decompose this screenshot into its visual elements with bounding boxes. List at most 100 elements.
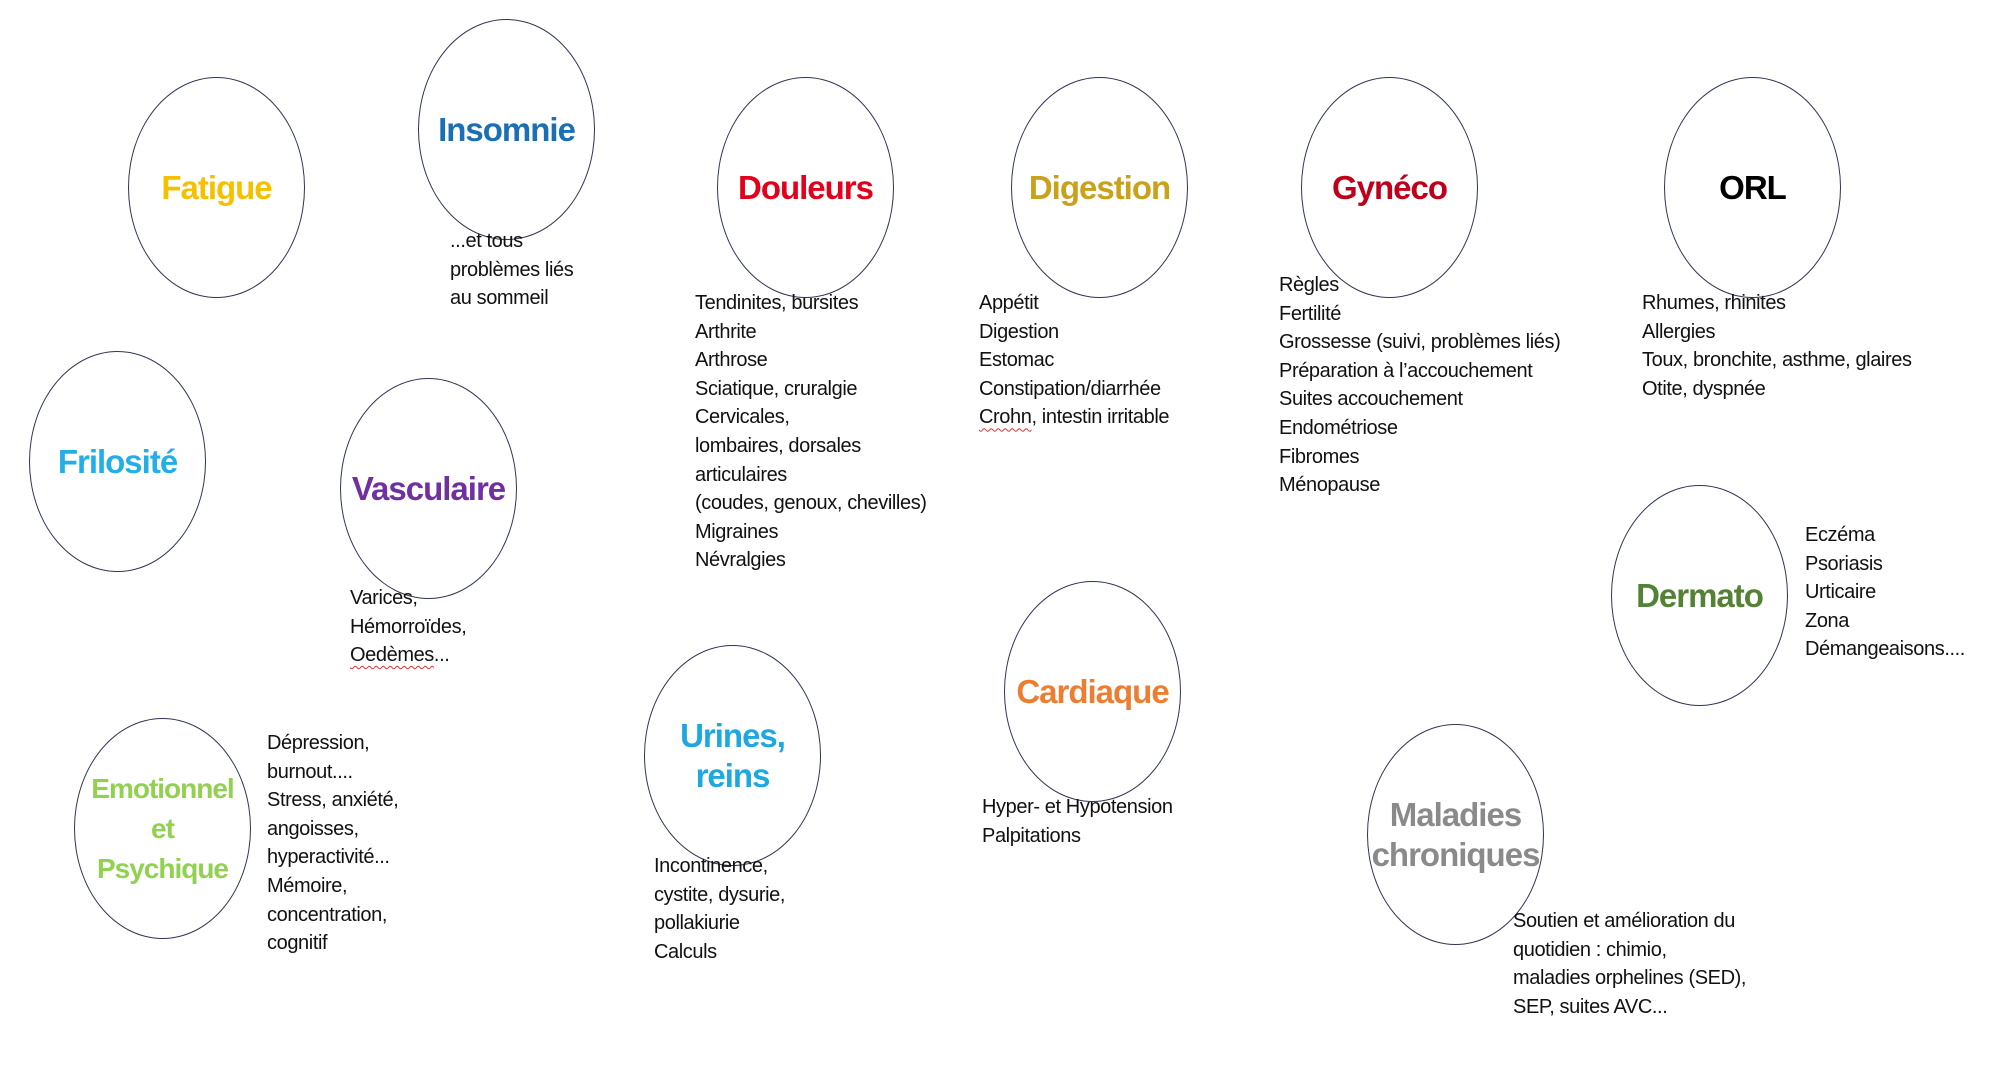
topic-title-line: Cardiaque [1016,672,1169,710]
description-line: Hémorroïdes, [350,615,467,638]
topic-title-gyneco: Gynéco [1331,168,1448,208]
description-line: maladies orphelines (SED), [1513,967,1747,990]
description-line: Appétit [979,292,1039,314]
description-line: burnout.... [267,760,353,783]
description-line: Dépression, [267,732,370,754]
description-line: articulaires [695,463,787,486]
topic-title-insomnie: Insomnie [438,110,576,150]
topic-title-digestion: Digestion [1029,168,1171,208]
topic-ellipse-orl: ORL [1664,77,1841,298]
topic-title-line: Douleurs [737,168,874,206]
topic-title-line: Frilosité [57,442,178,480]
topic-description-digestion: Appétit Digestion Estomac Constipation/diar… [979,289,1170,432]
topic-ellipse-maladies: Maladies chroniques [1367,724,1544,945]
description-line: Palpitations [982,824,1081,847]
topic-title-line: Psychique [96,852,229,884]
description-line: Arthrite [695,320,757,343]
description-line: Varices, [350,587,418,609]
description-line: Stress, anxiété, [267,789,399,812]
description-line: Préparation à l’accouchement [1279,359,1533,382]
topic-description-emotionnel: Dépression, burnout.... Stress, anxiété, an… [267,729,399,958]
description-line: Fibromes [1279,445,1360,468]
description-line: Démangeaisons.... [1805,638,1965,661]
description-line: Urticaire [1805,581,1876,604]
topic-title-cardiaque: Cardiaque [1016,672,1169,712]
topic-title-line: reins [695,756,771,794]
description-line: Psoriasis [1805,552,1883,575]
description-line: au sommeil [450,287,549,310]
topic-ellipse-vasculaire: Vasculaire [340,378,517,599]
topic-description-cardiaque: Hyper- et Hypotension Palpitations [982,793,1173,850]
description-line: Sciatique, cruralgie [695,377,858,400]
description-line: Rhumes, rhinites [1642,292,1786,314]
description-line: Tendinites, bursites [695,292,859,314]
topic-title-line: Vasculaire [351,469,506,507]
description-line: quotidien : chimio, [1513,938,1667,961]
topic-title-line: Gynéco [1331,168,1448,206]
topic-ellipse-douleurs: Douleurs [717,77,894,298]
topic-title-line: Maladies [1389,795,1522,833]
description-line: Cervicales, [695,406,790,429]
topic-title-douleurs: Douleurs [737,168,874,208]
topic-ellipse-urines: Urines, reins [644,645,821,866]
description-line: Migraines [695,520,779,543]
description-line: Allergies [1642,320,1716,343]
topic-ellipse-emotionnel: Emotionnel et Psychique [74,718,251,939]
topic-ellipse-digestion: Digestion [1011,77,1188,298]
topic-description-douleurs: Tendinites, bursites Arthrite Arthrose Scia… [695,289,927,575]
topic-description-urines: Incontinence, cystite, dysurie, pollakiuri… [654,852,785,966]
topic-ellipse-dermato: Dermato [1611,485,1788,706]
topic-ellipse-cardiaque: Cardiaque [1004,581,1181,802]
description-line: SEP, suites AVC... [1513,995,1668,1018]
topic-title-frilosite: Frilosité [57,442,178,482]
description-line: angoisses, [267,817,359,840]
topic-ellipse-fatigue: Fatigue [128,77,305,298]
description-line: Règles [1279,274,1339,296]
description-line: pollakiurie [654,912,740,935]
topic-title-dermato: Dermato [1636,576,1764,616]
topic-title-line: et [151,812,175,844]
description-line: Oedèmes... [350,644,450,667]
description-line: Estomac [979,349,1055,372]
topic-title-line: chroniques [1371,835,1541,873]
topic-title-orl: ORL [1719,168,1787,208]
topic-title-urines: Urines, reins [680,716,786,796]
description-line: Calculs [654,940,717,963]
description-line: Zona [1805,609,1849,632]
description-line: Crohn, intestin irritable [979,406,1170,429]
description-line: Incontinence, [654,855,768,877]
description-line: problèmes liés [450,258,574,281]
topic-title-line: Emotionnel [91,772,234,804]
description-line: ...et tous [450,230,523,252]
topic-description-maladies: Soutien et amélioration du quotidien : ch… [1513,907,1746,1021]
description-line: concentration, [267,903,388,926]
topic-description-insomnie: ...et tous problèmes liés au sommeil [450,227,574,313]
topic-title-line: Insomnie [438,110,576,148]
description-line: Névralgies [695,549,786,572]
topic-title-line: Urines, [680,716,786,754]
description-line: Digestion [979,320,1059,343]
description-line: Arthrose [695,349,768,372]
spellcheck-underline: Oedèmes [350,644,434,667]
topic-title-fatigue: Fatigue [161,168,272,208]
description-line: Toux, bronchite, asthme, glaires [1642,349,1912,372]
description-line: cognitif [267,932,328,955]
description-line: Hyper- et Hypotension [982,796,1173,818]
description-line: Suites accouchement [1279,388,1463,411]
description-line: lombaires, dorsales [695,434,861,457]
topic-title-line: Dermato [1636,576,1764,614]
description-line: Fertilité [1279,302,1341,325]
description-line: cystite, dysurie, [654,883,786,906]
topic-title-line: Fatigue [161,168,272,206]
description-line: Eczéma [1805,524,1875,546]
description-line: Mémoire, [267,874,348,897]
topic-ellipse-gyneco: Gynéco [1301,77,1478,298]
topic-title-line: ORL [1719,168,1787,206]
description-line: Otite, dyspnée [1642,377,1766,400]
topic-description-dermato: Eczéma Psoriasis Urticaire Zona Démangeaison… [1805,521,1965,664]
description-line: Soutien et amélioration du [1513,910,1735,932]
topic-title-vasculaire: Vasculaire [351,469,506,509]
description-line: Ménopause [1279,474,1380,497]
description-line: hyperactivité... [267,846,390,869]
topic-title-maladies: Maladies chroniques [1371,795,1541,875]
